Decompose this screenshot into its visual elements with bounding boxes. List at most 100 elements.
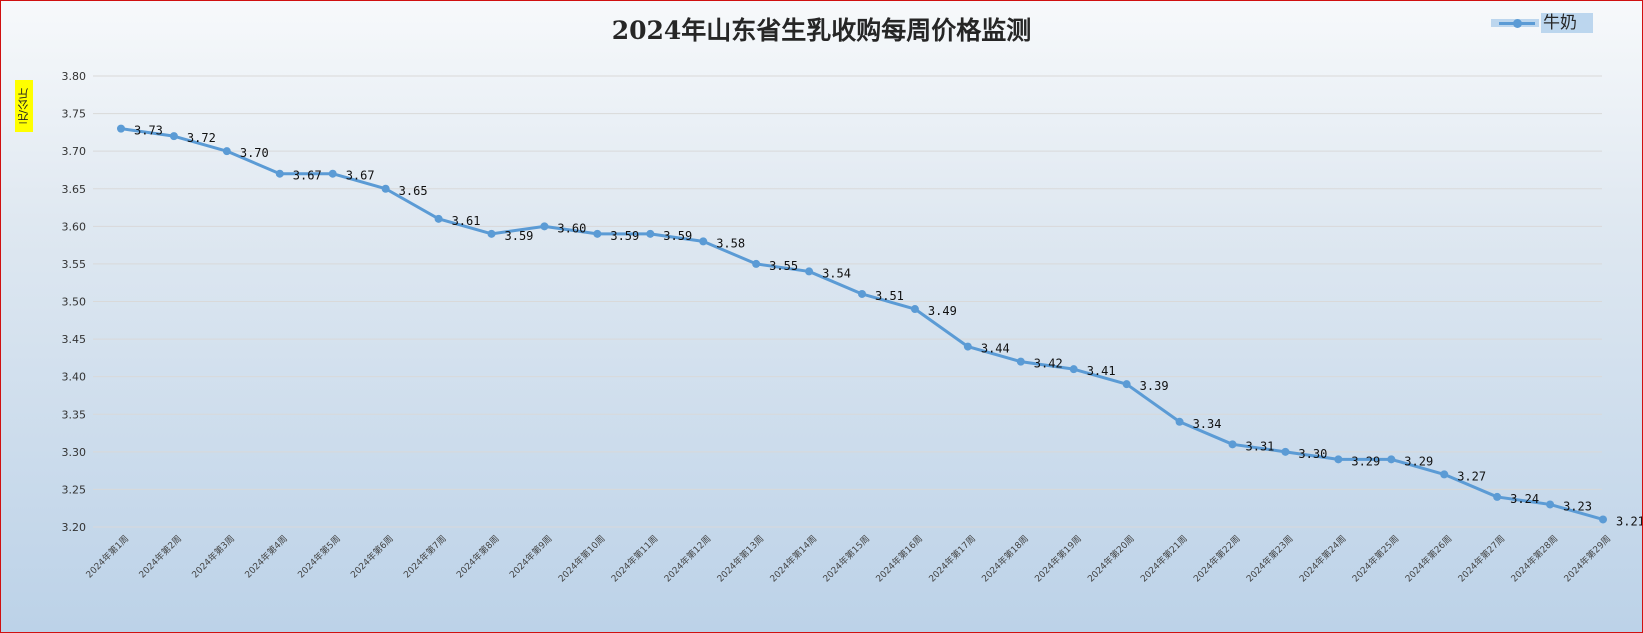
data-label: 3.59 — [610, 229, 639, 243]
x-tick-label: 2024年第5周 — [295, 533, 343, 581]
x-tick-label: 2024年第26周 — [1402, 533, 1454, 585]
data-point — [805, 267, 814, 276]
data-point — [1440, 470, 1449, 479]
data-point — [169, 132, 178, 141]
data-point — [646, 229, 655, 238]
legend-marker-icon — [1491, 13, 1539, 33]
data-point — [1281, 447, 1290, 456]
x-tick-label: 2024年第22周 — [1191, 533, 1243, 585]
chart-title: 2024年山东省生乳收购每周价格监测 — [611, 16, 1032, 45]
data-label: 3.41 — [1087, 364, 1116, 378]
x-tick-label: 2024年第4周 — [242, 533, 290, 581]
x-tick-label: 2024年第28周 — [1508, 533, 1560, 585]
data-point — [328, 169, 337, 178]
x-tick-label: 2024年第10周 — [556, 533, 608, 585]
x-tick-label: 2024年第25周 — [1350, 533, 1402, 585]
x-tick-label: 2024年第12周 — [661, 533, 713, 585]
data-label: 3.27 — [1457, 469, 1486, 483]
y-tick-label: 3.65 — [62, 183, 87, 196]
x-tick-label: 2024年第1周 — [83, 533, 131, 581]
x-tick-label: 2024年第17周 — [926, 533, 978, 585]
y-tick-label: 3.55 — [62, 258, 87, 271]
data-point — [699, 237, 708, 246]
data-label: 3.44 — [981, 342, 1010, 356]
data-point — [381, 184, 390, 193]
data-point — [910, 305, 919, 314]
data-point — [593, 229, 602, 238]
x-tick-label: 2024年第23周 — [1244, 533, 1296, 585]
x-tick-label: 2024年第6周 — [348, 533, 396, 581]
data-label: 3.42 — [1034, 357, 1063, 371]
data-label: 3.31 — [1246, 439, 1275, 453]
y-tick-label: 3.70 — [62, 145, 87, 158]
data-label: 3.61 — [452, 214, 481, 228]
x-tick-label: 2024年第13周 — [714, 533, 766, 585]
y-tick-label: 3.60 — [62, 220, 87, 233]
data-label: 3.67 — [293, 169, 322, 183]
data-label: 3.55 — [769, 259, 798, 273]
data-label: 3.23 — [1563, 499, 1592, 513]
x-tick-label: 2024年第21周 — [1138, 533, 1190, 585]
legend-label: 牛奶 — [1541, 13, 1593, 33]
data-label: 3.30 — [1298, 447, 1327, 461]
data-point — [752, 259, 761, 268]
x-tick-label: 2024年第20周 — [1085, 533, 1137, 585]
data-point — [1069, 365, 1078, 374]
data-label: 3.54 — [822, 266, 851, 280]
data-point — [275, 169, 284, 178]
data-point — [1122, 380, 1131, 389]
legend: 牛奶 — [1491, 13, 1593, 33]
y-tick-label: 3.30 — [62, 446, 87, 459]
data-label: 3.73 — [134, 124, 163, 138]
data-label: 3.58 — [716, 236, 745, 250]
x-tick-label: 2024年第3周 — [189, 533, 237, 581]
data-point — [222, 147, 231, 156]
x-tick-label: 2024年第16周 — [873, 533, 925, 585]
x-tick-label: 2024年第9周 — [507, 533, 555, 581]
data-point — [1175, 417, 1184, 426]
y-tick-label: 3.45 — [62, 333, 87, 346]
data-point — [1228, 440, 1237, 449]
x-tick-label: 2024年第7周 — [401, 533, 449, 581]
data-point — [434, 214, 443, 223]
data-point — [117, 124, 125, 133]
y-tick-label: 3.80 — [62, 70, 87, 83]
y-tick-label: 3.20 — [62, 521, 87, 534]
data-label: 3.60 — [557, 221, 586, 235]
x-tick-label: 2024年第19周 — [1032, 533, 1084, 585]
data-label: 3.29 — [1404, 454, 1433, 468]
data-point — [1334, 455, 1343, 464]
data-label: 3.51 — [875, 289, 904, 303]
data-point — [1546, 500, 1555, 509]
data-label: 3.67 — [346, 169, 375, 183]
data-point — [963, 342, 972, 351]
data-label: 3.39 — [1140, 379, 1169, 393]
x-tick-label: 2024年第15周 — [820, 533, 872, 585]
data-label: 3.59 — [663, 229, 692, 243]
data-point — [540, 222, 549, 231]
y-tick-label: 3.40 — [62, 371, 87, 384]
data-point — [858, 289, 866, 298]
data-label: 3.72 — [187, 131, 216, 145]
y-tick-label: 3.75 — [62, 108, 87, 121]
data-label: 3.70 — [240, 146, 269, 160]
data-point — [1599, 515, 1607, 524]
y-axis-unit: 元/公斤 — [15, 80, 33, 132]
data-point — [1493, 492, 1502, 501]
data-label: 3.24 — [1510, 492, 1539, 506]
y-tick-label: 3.25 — [62, 483, 87, 496]
x-tick-label: 2024年第14周 — [767, 533, 819, 585]
data-label: 3.59 — [505, 229, 534, 243]
x-tick-label: 2024年第24周 — [1297, 533, 1349, 585]
x-tick-label: 2024年第27周 — [1455, 533, 1507, 585]
data-label: 3.49 — [928, 304, 957, 318]
data-label: 3.21 — [1616, 514, 1642, 528]
data-label: 3.29 — [1351, 454, 1380, 468]
series-line — [120, 127, 1604, 521]
data-label: 3.65 — [399, 184, 428, 198]
data-point — [1387, 455, 1396, 464]
x-tick-label: 2024年第8周 — [454, 533, 502, 581]
x-tick-label: 2024年第29周 — [1561, 533, 1613, 585]
